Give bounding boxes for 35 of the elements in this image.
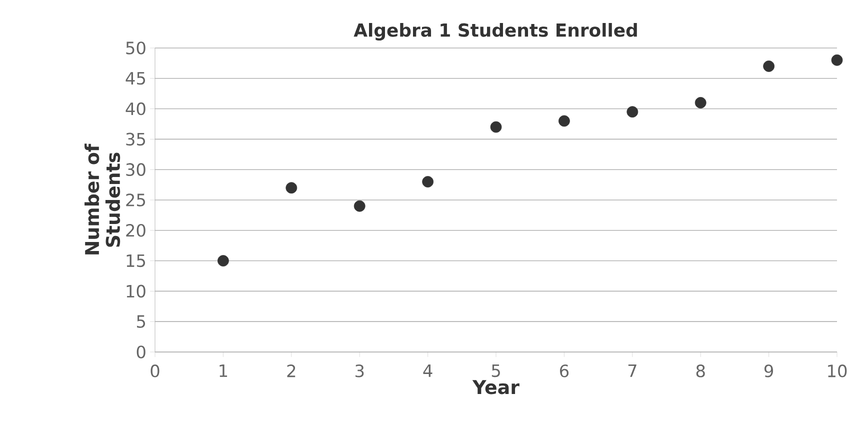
y-tick-label: 35: [126, 132, 146, 146]
x-tick-label: 2: [287, 364, 296, 378]
x-tick-label: 0: [150, 364, 160, 378]
point: [558, 115, 570, 127]
y-tick-label: 0: [136, 346, 146, 358]
y-tick-label: 10: [126, 284, 146, 298]
x-tick-label: 7: [628, 364, 636, 377]
x-tick-label: 4: [423, 364, 432, 377]
x-tick-label: 3: [356, 364, 364, 378]
point: [490, 121, 502, 133]
x-axis-title: Year: [472, 380, 520, 394]
x-tick-label: 8: [696, 364, 705, 378]
point: [354, 200, 366, 212]
point: [763, 60, 775, 72]
point: [626, 106, 638, 118]
point: [422, 176, 434, 188]
y-tick-label: 20: [126, 224, 146, 237]
y-tick-label: 40: [126, 102, 146, 116]
y-tick-label: 15: [126, 254, 146, 268]
point: [694, 97, 706, 108]
y-axis-title: Number of Students: [84, 144, 120, 254]
point: [831, 54, 843, 66]
y-tick-label: 50: [126, 42, 146, 54]
y-tick-label: 25: [126, 194, 146, 206]
x-tick-label: 5: [492, 364, 500, 378]
y-tick-label: 45: [126, 72, 146, 85]
chart-title: Algebra 1 Students Enrolled: [354, 22, 637, 40]
point: [286, 182, 298, 194]
x-tick-label: 1: [220, 364, 228, 377]
x-tick-label: 6: [560, 364, 569, 378]
y-tick-label: 5: [137, 315, 146, 328]
y-tick-label: 30: [126, 163, 146, 176]
point: [218, 255, 229, 266]
x-tick-label: 9: [764, 364, 773, 378]
x-tick-label: 10: [828, 364, 847, 378]
